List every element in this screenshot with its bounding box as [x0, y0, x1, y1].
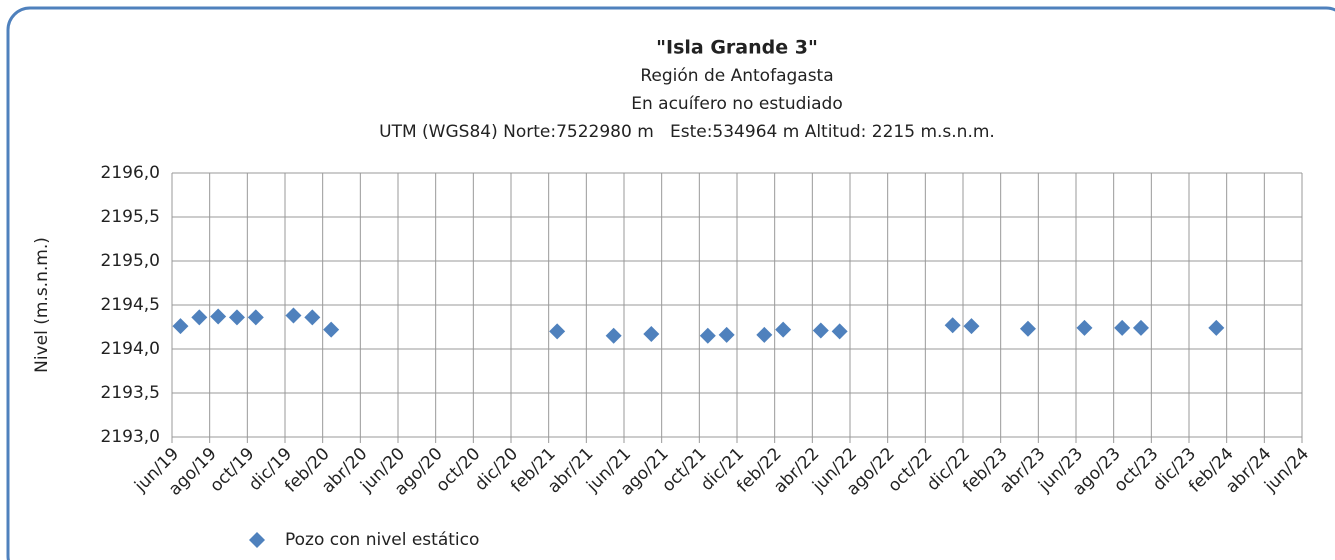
marker [812, 322, 829, 339]
legend-marker [249, 532, 265, 548]
marker [963, 318, 980, 335]
marker [323, 321, 340, 338]
y-tick-label: 2195,0 [101, 251, 160, 271]
marker [285, 307, 302, 324]
marker [549, 323, 566, 340]
y-tick-label: 2195,5 [101, 207, 160, 227]
y-tick-label: 2193,0 [101, 427, 160, 447]
marker [718, 326, 735, 343]
marker [304, 309, 321, 326]
subtitle: En acuífero no estudiado [631, 94, 843, 114]
marker [191, 309, 208, 326]
marker [775, 321, 792, 338]
legend-label: Pozo con nivel estático [285, 530, 479, 550]
marker [605, 327, 622, 344]
frame [6, 6, 1335, 560]
marker [1019, 320, 1036, 337]
marker [643, 326, 660, 343]
marker [172, 318, 189, 335]
y-axis-label: Nivel (m.s.n.m.) [32, 237, 52, 373]
marker [210, 308, 227, 325]
marker [1076, 319, 1093, 336]
marker [1132, 319, 1149, 336]
subtitle: Región de Antofagasta [640, 66, 833, 86]
marker [756, 326, 773, 343]
marker [228, 309, 245, 326]
y-tick-label: 2194,5 [101, 295, 160, 315]
subtitle: UTM (WGS84) Norte:7522980 m Este:534964 … [379, 122, 995, 142]
marker [944, 317, 961, 334]
y-tick-label: 2196,0 [101, 163, 160, 183]
marker [699, 327, 716, 344]
marker [1208, 319, 1225, 336]
y-tick-label: 2193,5 [101, 383, 160, 403]
chart-title: "Isla Grande 3" [656, 37, 818, 59]
marker [1114, 319, 1131, 336]
y-tick-label: 2194,0 [101, 339, 160, 359]
marker [831, 323, 848, 340]
marker [247, 309, 264, 326]
